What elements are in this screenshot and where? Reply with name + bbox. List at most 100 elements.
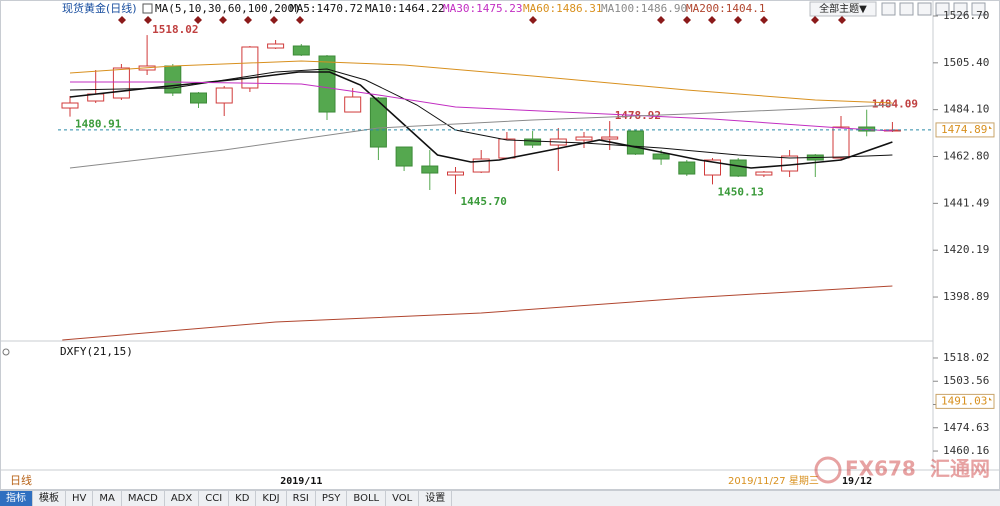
candle-body [292, 45, 310, 56]
chart: 现货黄金(日线) MA(5,10,30,60,100,200) 全部主题▼ DX… [0, 0, 1000, 490]
event-marker [270, 16, 278, 24]
legend-entry: MA100:1486.90 [601, 2, 687, 15]
event-marker [296, 16, 304, 24]
toolbar-tab[interactable]: PSY [316, 491, 348, 506]
y-tick-label: 1526.70 [943, 9, 989, 22]
y-tick-label: 1462.80 [943, 150, 989, 163]
candle-body [267, 43, 285, 49]
price-arrow [989, 125, 992, 129]
indicator-label: MA(5,10,30,60,100,200) [155, 2, 301, 15]
candle-body [575, 136, 593, 141]
watermark-text: FX678 [845, 457, 916, 481]
candle-body [729, 159, 747, 177]
legend-entry: MA200:1404.1 [686, 2, 765, 15]
toolbar-tab[interactable]: ADX [165, 491, 200, 506]
event-marker [144, 16, 152, 24]
event-marker [194, 16, 202, 24]
price-box [935, 393, 995, 409]
ma-line [62, 285, 893, 341]
event-marker [683, 16, 691, 24]
price-arrow [989, 397, 992, 401]
candle-body [601, 136, 619, 140]
low-label: 1480.91 [75, 118, 122, 131]
candle-body [190, 92, 207, 104]
toolbar-tab[interactable]: MACD [122, 491, 165, 506]
tool-icon [899, 2, 914, 16]
y-tick-label: 1503.56 [943, 374, 989, 387]
chart-title: 现货黄金(日线) [62, 1, 137, 15]
tool-icon [881, 2, 896, 16]
toolbar-tab[interactable]: 模板 [33, 491, 66, 506]
ma-line [70, 81, 893, 132]
event-marker [760, 16, 768, 24]
ma-line [69, 71, 893, 169]
toolbar: 指标 模板 HV MA MACD ADX CCI KD KDJ RSI PSY BOLL VOL 设置 [0, 490, 1000, 506]
toolbar-tab[interactable]: MA [93, 491, 122, 506]
candle-body [61, 102, 79, 109]
y-tick-label: 1505.40 [943, 56, 989, 69]
candle-body [112, 67, 130, 99]
panel2-icon [2, 348, 10, 356]
toolbar-tab[interactable]: VOL [386, 491, 420, 506]
y-tick-label: 1484.10 [943, 103, 989, 116]
event-marker [244, 16, 252, 24]
tool-icon [953, 2, 968, 16]
candle-body [395, 146, 413, 167]
low-label: 1445.70 [461, 195, 507, 208]
theme-button-label[interactable]: 全部主题▼ [819, 2, 867, 15]
period-label: 日线 [10, 473, 32, 487]
high-label: 1518.02 [152, 23, 198, 36]
candle-body [678, 161, 696, 175]
candle-body [164, 65, 182, 94]
high-label: 1484.09 [872, 98, 918, 111]
legend-entry: MA10:1464.22 [365, 2, 444, 15]
y-tick-label: 1474.63 [943, 421, 989, 434]
candle-body [447, 171, 464, 176]
low-label: 1450.13 [718, 185, 764, 198]
ma-line [69, 104, 893, 169]
watermark-text: 汇通网 [930, 457, 990, 481]
theme-button[interactable] [809, 1, 877, 17]
watermark-logo [814, 456, 842, 484]
toolbar-tab[interactable]: KD [229, 491, 257, 506]
event-marker [529, 16, 537, 24]
candle-body [241, 46, 259, 89]
candle-body [652, 153, 670, 160]
price-label: 1474.89 [941, 123, 987, 136]
legend-entry: MA5:1470.72 [290, 2, 363, 15]
candle-body [318, 55, 336, 113]
event-marker [708, 16, 716, 24]
legend-entry: MA60:1486.31 [523, 2, 602, 15]
event-marker [811, 16, 819, 24]
event-marker [219, 16, 227, 24]
toolbar-tab[interactable]: HV [66, 491, 94, 506]
event-marker [838, 16, 846, 24]
toolbar-tab[interactable]: 指标 [0, 491, 33, 506]
watermark: FX678 汇通网 [814, 456, 990, 484]
frame [0, 0, 1000, 490]
date-label: 2019/11/27 星期三 [728, 475, 819, 487]
toolbar-tab[interactable]: CCI [199, 491, 230, 506]
event-marker [118, 16, 126, 24]
y-tick-label: 1460.16 [943, 444, 989, 457]
y-tick-label: 1441.49 [943, 196, 989, 209]
toolbar-tab[interactable]: RSI [287, 491, 316, 506]
y-tick-label: 1398.89 [943, 290, 989, 303]
candle-body [344, 96, 362, 113]
toolbar-tab[interactable]: KDJ [256, 491, 287, 506]
toolbar-tab[interactable]: 设置 [419, 491, 453, 506]
ma-line [69, 60, 893, 104]
candle-body [524, 138, 542, 146]
panel2-title: DXFY(21,15) [60, 345, 133, 358]
legend-entry: MA30:1475.23 [443, 2, 522, 15]
candle-body [832, 126, 850, 159]
x-tick-label: 2019/11 [280, 476, 322, 487]
toolbar-tab[interactable]: BOLL [347, 491, 387, 506]
y-tick-label: 1518.02 [943, 351, 989, 364]
event-marker [734, 16, 742, 24]
candle-body [626, 130, 644, 155]
tool-icon [935, 2, 950, 16]
candle-body [755, 171, 773, 176]
tool-icon [917, 2, 932, 16]
